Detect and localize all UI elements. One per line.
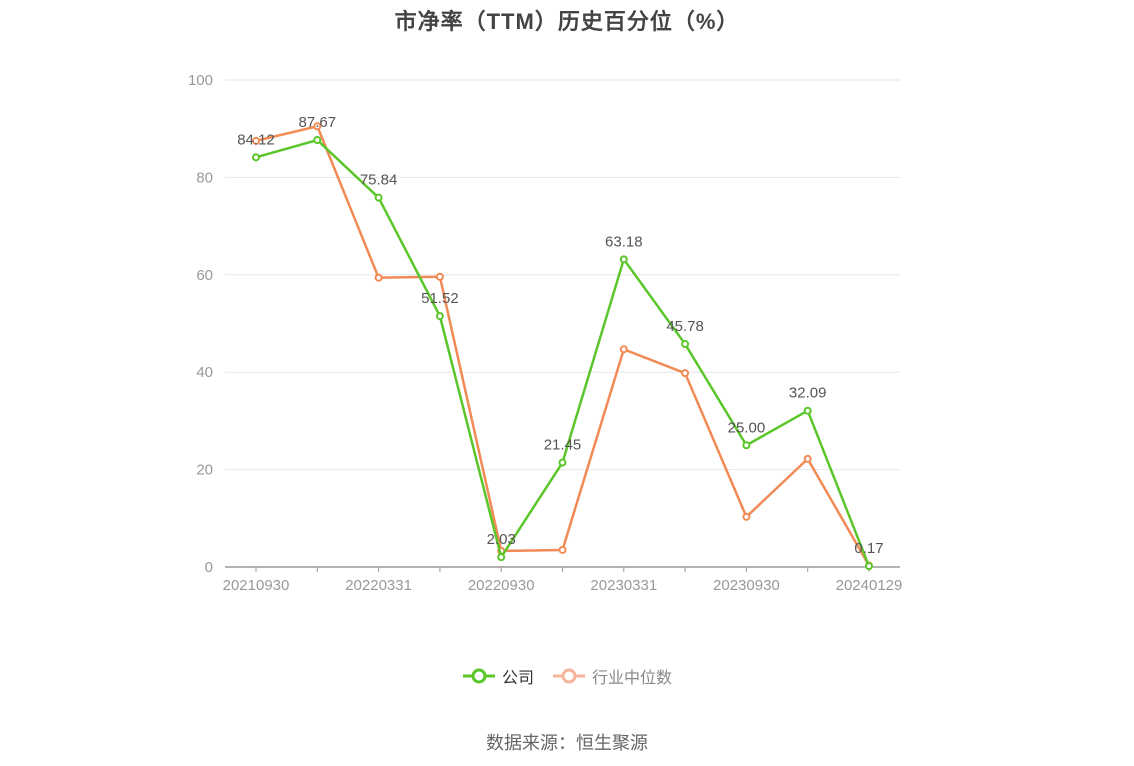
- source-note: 数据来源：恒生聚源: [486, 733, 648, 753]
- y-tick-label: 20: [196, 462, 213, 479]
- data-point-industry: [558, 545, 567, 554]
- data-point-industry: [435, 272, 444, 281]
- x-tick-label: 20210930: [223, 577, 290, 594]
- data-label: 0.17: [854, 540, 883, 557]
- chart-title: 市净率（TTM）历史百分位（%）: [394, 9, 740, 34]
- data-point-company: [313, 136, 322, 145]
- data-point-company: [865, 562, 873, 571]
- legend: 公司 行业中位数: [0, 664, 1134, 688]
- data-labels: 84.12 87.67 75.84 51.52 2.03 21.45 63.18 45.78 2…: [237, 114, 883, 557]
- data-point-company: [619, 255, 628, 264]
- data-label: 84.12: [237, 131, 275, 148]
- y-tick-label: 40: [196, 364, 213, 381]
- series-line-industry: [255, 125, 871, 567]
- legend-item-company[interactable]: 公司: [462, 664, 534, 688]
- data-point-company: [497, 553, 506, 562]
- data-label: 21.45: [544, 437, 582, 454]
- data-label: 87.67: [299, 114, 337, 131]
- x-tick-label: 20230331: [590, 577, 657, 594]
- data-point-industry: [803, 454, 812, 463]
- data-point-company: [252, 153, 260, 162]
- x-tick-label: 20230930: [713, 577, 780, 594]
- data-label: 2.03: [487, 531, 516, 548]
- data-point-company: [681, 340, 690, 349]
- data-point-company: [742, 441, 751, 450]
- data-point-industry: [252, 136, 260, 145]
- legend-label-industry: 行业中位数: [592, 670, 673, 687]
- y-tick-label: 60: [196, 267, 213, 284]
- y-tick-label: 0: [205, 559, 213, 576]
- axes: 0 20 40 60 80 100 20210930 20220331 20220930 2023…: [188, 72, 902, 594]
- data-point-industry: [619, 345, 628, 354]
- data-point-industry: [681, 369, 690, 378]
- x-tick-label: 20240129: [836, 577, 903, 594]
- grid-lines: [225, 79, 900, 471]
- data-label: 75.84: [360, 172, 398, 189]
- data-label: 32.09: [789, 385, 827, 402]
- data-label: 51.52: [421, 290, 459, 307]
- data-point-industry: [313, 122, 322, 131]
- data-point-industry: [374, 273, 383, 282]
- data-point-company: [435, 312, 444, 321]
- data-point-company: [803, 406, 812, 415]
- data-point-company: [558, 458, 567, 467]
- series: [252, 122, 873, 571]
- data-point-industry: [742, 512, 751, 521]
- legend-label-company: 公司: [501, 670, 534, 687]
- circle-line-icon: [462, 668, 495, 684]
- x-tick-label: 20220331: [345, 577, 412, 594]
- legend-item-industry[interactable]: 行业中位数: [552, 664, 672, 688]
- y-tick-label: 80: [196, 169, 213, 186]
- circle-line-icon: [553, 668, 585, 684]
- data-point-company: [374, 193, 383, 202]
- x-tick-label: 20220930: [468, 577, 535, 594]
- data-label: 63.18: [605, 233, 643, 250]
- y-tick-label: 100: [188, 72, 213, 89]
- data-label: 45.78: [666, 318, 704, 335]
- data-label: 25.00: [728, 419, 766, 436]
